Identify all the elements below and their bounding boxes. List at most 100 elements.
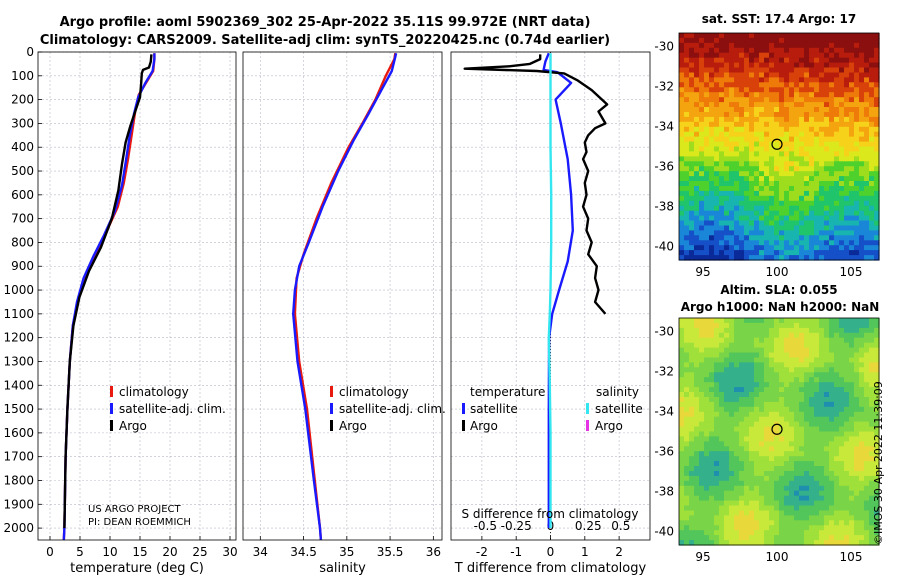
map-cell xyxy=(799,37,805,44)
map-cell xyxy=(794,327,800,334)
map-cell xyxy=(779,156,785,162)
map-cell xyxy=(694,156,700,162)
map-cell xyxy=(754,67,760,73)
map-cell xyxy=(834,515,840,521)
map-cell xyxy=(859,52,865,59)
map-cell xyxy=(794,515,800,521)
map-cell xyxy=(704,436,710,442)
map-cell xyxy=(819,166,825,172)
map-cell xyxy=(874,446,880,452)
map-cell xyxy=(699,141,705,148)
map-cell xyxy=(804,456,810,462)
map-cell xyxy=(694,235,700,241)
map-cell xyxy=(684,245,690,251)
map-cell xyxy=(804,195,810,202)
map-cell xyxy=(734,485,740,492)
map-cell xyxy=(739,387,745,393)
map-cell xyxy=(679,500,685,507)
map-cell xyxy=(759,421,765,428)
y-tick-label: 900 xyxy=(11,259,34,273)
map-cell xyxy=(864,225,870,231)
map-cell xyxy=(864,377,870,383)
map-cell xyxy=(774,406,780,413)
map-cell xyxy=(694,116,700,123)
map-cell xyxy=(719,126,725,133)
map-cell xyxy=(714,72,720,78)
map-cell xyxy=(719,451,725,457)
map-cell xyxy=(759,322,765,329)
map-cell xyxy=(874,190,880,197)
map-cell xyxy=(844,466,850,472)
map-cell xyxy=(729,540,735,546)
map-cell xyxy=(769,82,775,88)
map-cell xyxy=(699,255,705,261)
map-cell xyxy=(704,471,710,477)
map-cell xyxy=(734,131,740,138)
map-cell xyxy=(824,146,830,152)
map-cell xyxy=(769,446,775,452)
map-cell xyxy=(739,446,745,452)
map-cell xyxy=(849,97,855,103)
map-cell xyxy=(829,240,835,246)
map-cell xyxy=(804,87,810,93)
map-cell xyxy=(724,456,730,462)
map-cell xyxy=(789,126,795,133)
map-cell xyxy=(714,77,720,83)
map-cell xyxy=(684,107,690,113)
map-cell xyxy=(779,456,785,462)
map-cell xyxy=(869,540,875,546)
map-cell xyxy=(769,230,775,236)
map-cell xyxy=(759,406,765,413)
map-cell xyxy=(749,116,755,123)
map-cell xyxy=(824,195,830,202)
map-cell xyxy=(774,186,780,192)
map-cell xyxy=(794,171,800,177)
map-cell xyxy=(689,33,695,39)
map-cell xyxy=(704,176,710,182)
map-cell xyxy=(689,318,695,324)
map-cell xyxy=(804,515,810,521)
map-cell xyxy=(679,530,685,536)
map-cell xyxy=(744,471,750,477)
map-cell xyxy=(739,327,745,334)
map-cell xyxy=(864,382,870,388)
map-cell xyxy=(824,112,830,118)
map-cell xyxy=(764,436,770,442)
map-cell xyxy=(724,372,730,378)
map-cell xyxy=(679,62,685,69)
map-cell xyxy=(774,210,780,217)
map-cell xyxy=(859,225,865,231)
map-cell xyxy=(764,67,770,73)
map-cell xyxy=(799,141,805,148)
map-cell xyxy=(814,382,820,388)
map-cell xyxy=(699,186,705,192)
map-cell xyxy=(839,116,845,123)
map-cell xyxy=(794,510,800,516)
map-cell xyxy=(739,436,745,442)
map-cell xyxy=(854,431,860,437)
map-cell xyxy=(734,92,740,98)
map-cell xyxy=(804,387,810,393)
map-cell xyxy=(794,136,800,143)
map-cell xyxy=(754,225,760,231)
map-cell xyxy=(704,47,710,54)
map-cell xyxy=(704,82,710,88)
map-cell xyxy=(849,176,855,182)
map-cell xyxy=(854,352,860,358)
map-cell xyxy=(834,406,840,413)
map-cell xyxy=(709,466,715,472)
map-cell xyxy=(769,495,775,502)
map-cell xyxy=(784,392,790,398)
map-cell xyxy=(789,92,795,98)
map-cell xyxy=(809,525,815,531)
map-cell xyxy=(724,451,730,457)
map-cell xyxy=(704,92,710,98)
map-cell xyxy=(809,215,815,222)
map-cell xyxy=(854,97,860,103)
map-cell xyxy=(684,92,690,98)
map-cell xyxy=(829,490,835,497)
map-cell xyxy=(794,495,800,502)
map-cell xyxy=(729,377,735,383)
map-cell xyxy=(804,116,810,123)
map-cell xyxy=(734,327,740,334)
